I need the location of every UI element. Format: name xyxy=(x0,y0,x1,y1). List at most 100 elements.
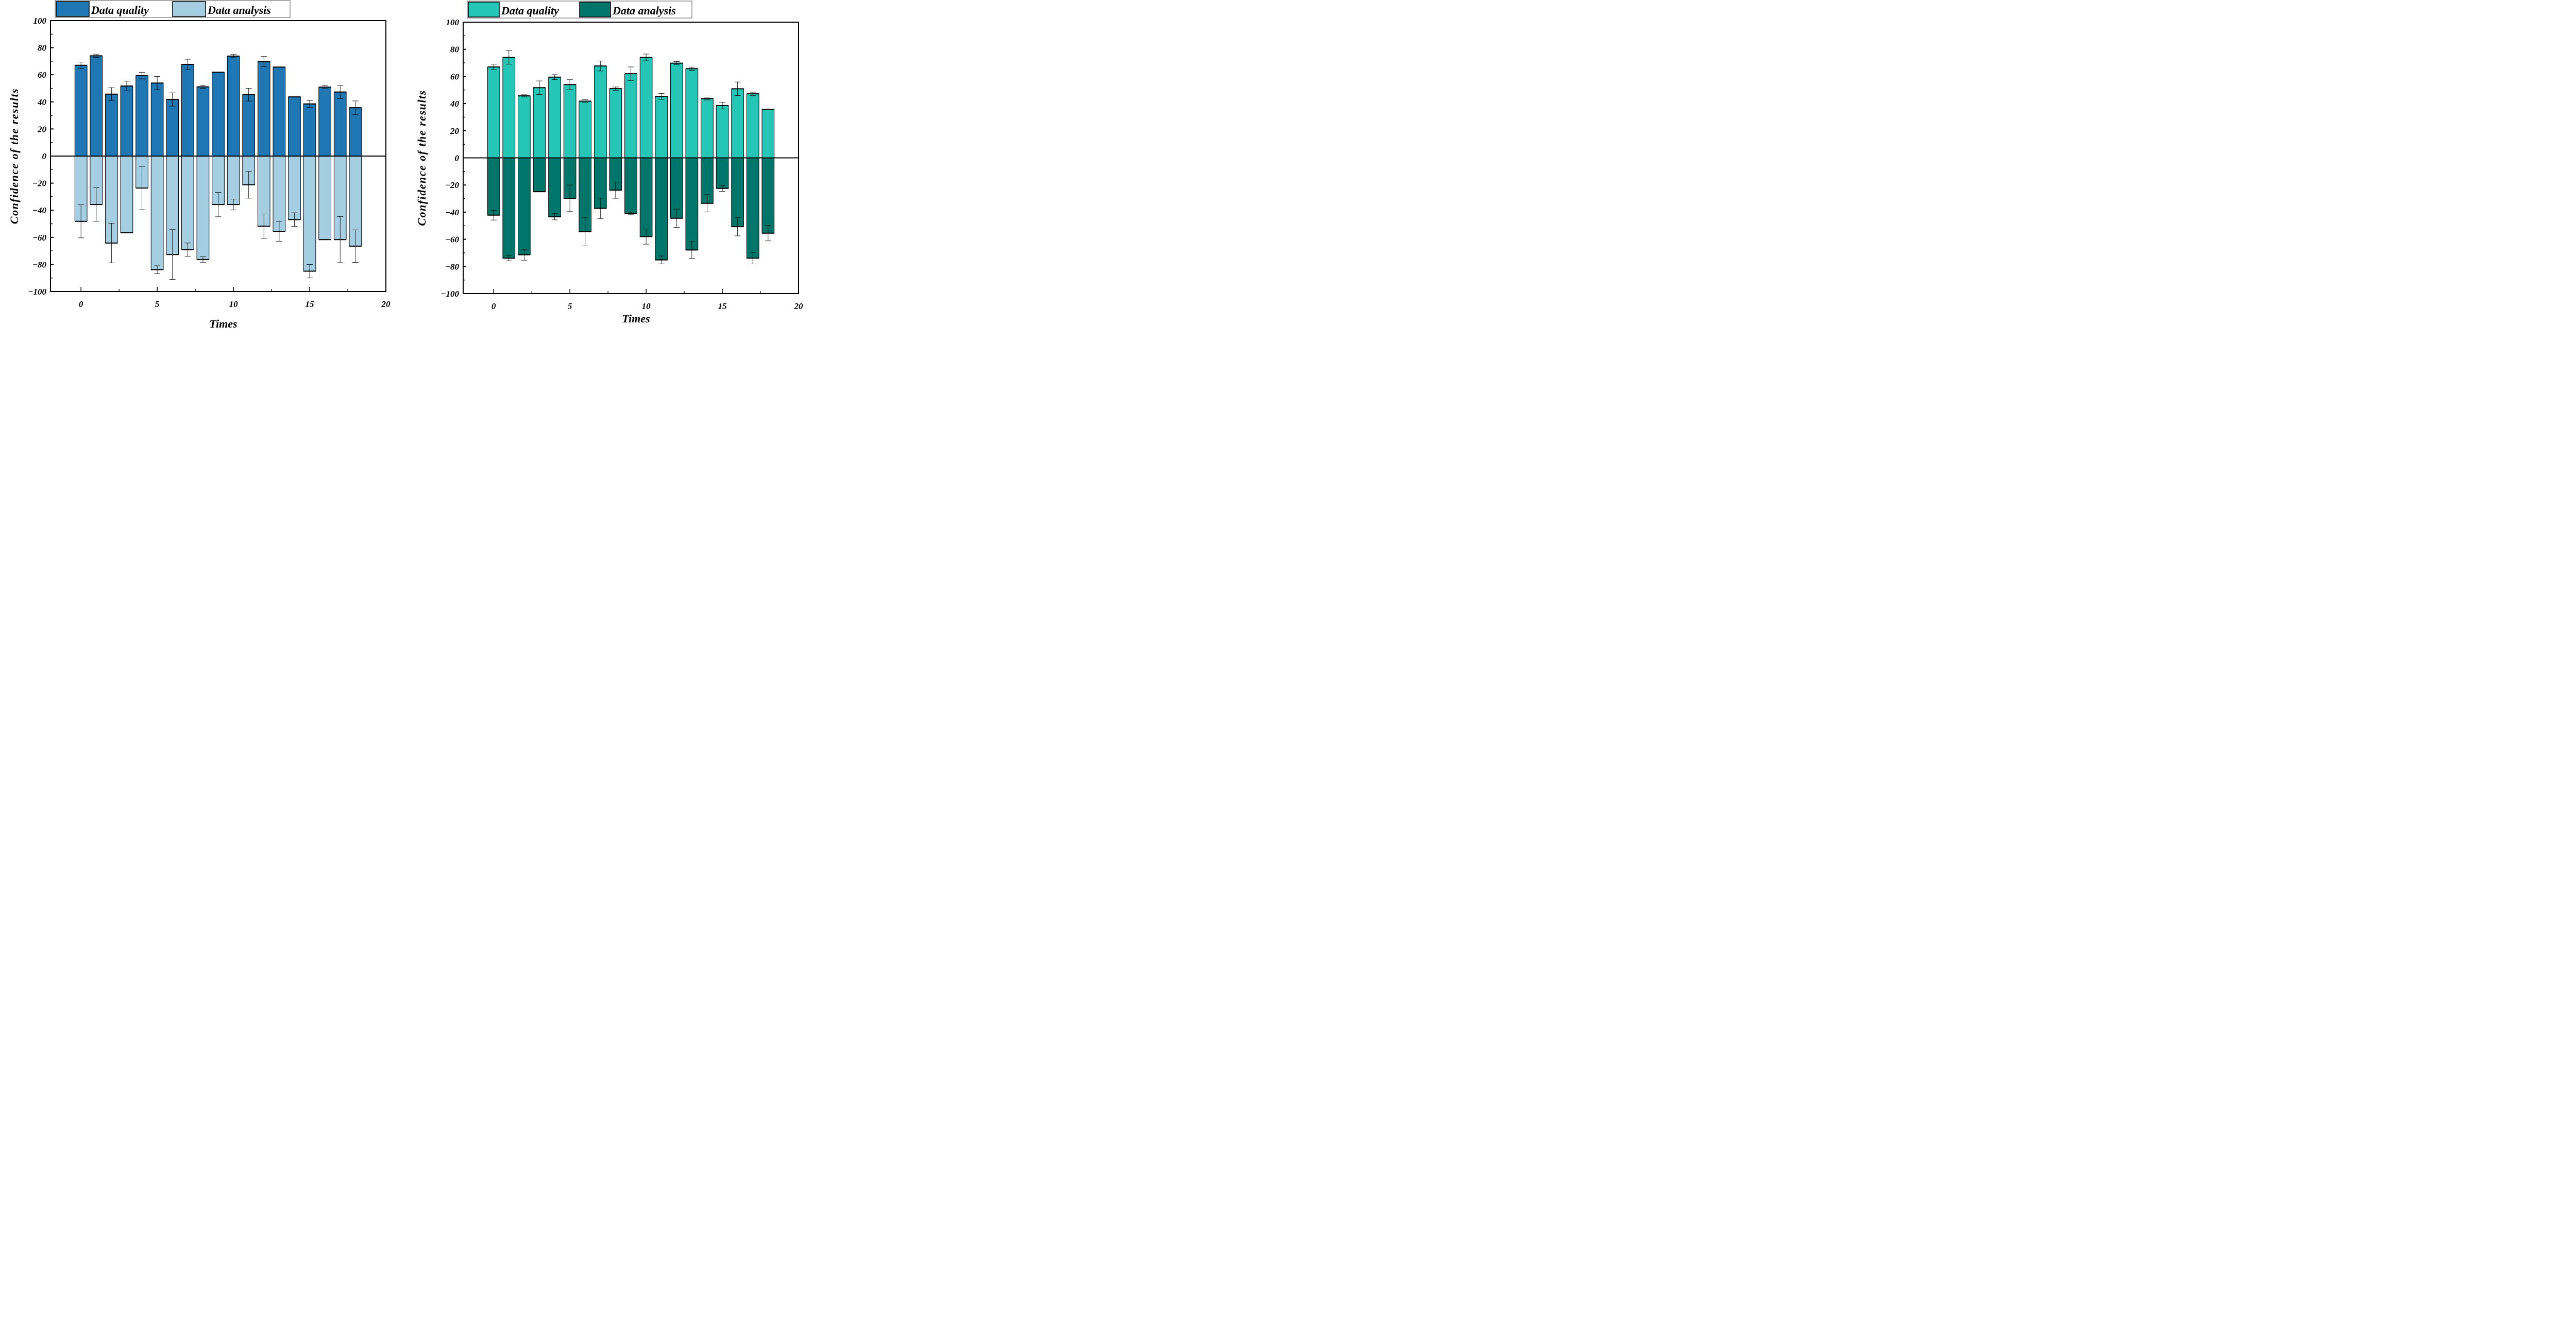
bar-data-analysis xyxy=(303,156,316,272)
x-tick-label: 0 xyxy=(79,299,83,309)
bar-data-quality xyxy=(518,95,531,159)
bar-data-analysis xyxy=(288,156,301,220)
y-tick-label: 80 xyxy=(38,43,47,53)
bar-data-analysis xyxy=(548,158,561,217)
bar-data-analysis xyxy=(273,156,286,232)
bar-data-quality xyxy=(639,57,653,159)
legend-swatch xyxy=(172,1,206,17)
y-tick-label: 0 xyxy=(455,153,460,163)
bar-data-quality xyxy=(685,68,699,158)
bar-data-quality xyxy=(731,88,744,158)
y-tick-label: 20 xyxy=(37,124,47,134)
legend-swatch xyxy=(468,2,500,18)
y-tick-label: −80 xyxy=(445,262,460,271)
x-axis-label: Times xyxy=(622,312,650,325)
bar-data-quality xyxy=(257,61,270,157)
bar-data-analysis xyxy=(487,158,500,216)
x-tick-label: 5 xyxy=(568,301,572,311)
y-tick-label: 20 xyxy=(450,126,460,136)
bar-data-analysis xyxy=(731,158,744,227)
x-axis-label: Times xyxy=(209,317,237,330)
bar-data-quality xyxy=(74,65,88,157)
bar-data-quality xyxy=(579,100,592,158)
y-tick-label: −60 xyxy=(32,233,47,243)
legend-label: Data analysis xyxy=(207,4,271,16)
y-tick-label: −100 xyxy=(28,287,46,297)
x-tick-label: 10 xyxy=(229,299,239,309)
bar-data-quality xyxy=(716,105,729,159)
bar-data-quality xyxy=(487,66,500,158)
bar-data-quality xyxy=(242,94,256,157)
bar-data-quality xyxy=(227,56,240,157)
bar-data-quality xyxy=(181,64,194,157)
right-bar-chart: −100 −80 −60 −40 −20 0 20 40 60 80 100 0 5 10 15 20 Time… xyxy=(415,1,804,325)
bar-data-analysis xyxy=(716,158,729,189)
x-tick-label: 15 xyxy=(306,299,315,309)
bar-data-quality xyxy=(761,109,775,158)
bar-data-quality xyxy=(746,93,759,159)
bar-data-quality xyxy=(196,87,210,157)
y-tick-label: 40 xyxy=(37,97,47,107)
bar-data-quality xyxy=(670,63,683,159)
y-tick-label: −40 xyxy=(445,208,460,217)
bar-data-quality xyxy=(502,57,516,159)
bar-data-quality xyxy=(318,87,331,157)
x-tick-label: 5 xyxy=(155,299,160,309)
bar-data-analysis xyxy=(746,158,759,259)
y-tick-label: −80 xyxy=(32,260,47,269)
y-tick-label: 60 xyxy=(38,70,47,80)
bar-data-quality xyxy=(166,99,179,157)
x-tick-label: 20 xyxy=(381,299,391,309)
bar-data-analysis xyxy=(227,156,240,205)
bar-data-quality xyxy=(150,82,164,157)
y-axis-label: Confidence of the results xyxy=(8,88,21,224)
x-tick-label: 10 xyxy=(642,301,651,311)
bar-data-analysis xyxy=(150,156,164,270)
y-axis-label: Confidence of the results xyxy=(415,90,428,226)
x-tick-label: 20 xyxy=(794,301,804,311)
bar-data-analysis xyxy=(502,158,516,259)
x-tick-label: 0 xyxy=(492,301,496,311)
left-bar-chart: −100 −80 −60 −40 −20 0 20 40 60 80 100 0 5 10 15 20 Time… xyxy=(8,0,391,330)
legend-label: Data analysis xyxy=(612,4,676,17)
bar-data-quality xyxy=(105,94,118,157)
bar-data-analysis xyxy=(196,156,210,260)
y-tick-label: 100 xyxy=(446,18,460,27)
y-tick-label: 0 xyxy=(42,151,47,161)
y-tick-label: 80 xyxy=(450,45,460,55)
bar-data-analysis xyxy=(624,158,637,214)
bar-data-analysis xyxy=(655,158,668,261)
bar-data-quality xyxy=(594,65,607,158)
legend-label: Data quality xyxy=(91,4,149,16)
bar-data-analysis xyxy=(318,156,331,240)
bar-data-quality xyxy=(349,107,362,157)
bar-data-quality xyxy=(548,77,561,158)
bar-data-analysis xyxy=(533,158,546,192)
legend-swatch xyxy=(56,1,90,17)
bar-data-analysis xyxy=(761,158,775,234)
y-tick-label: −60 xyxy=(445,235,460,245)
y-tick-label: −20 xyxy=(445,180,460,190)
x-tick-label: 15 xyxy=(718,301,727,311)
bar-data-quality xyxy=(212,72,225,157)
bar-data-quality xyxy=(135,75,148,157)
y-tick-label: 60 xyxy=(450,72,460,81)
bar-data-analysis xyxy=(181,156,194,250)
bar-data-quality xyxy=(609,88,622,158)
bar-data-analysis xyxy=(685,158,699,250)
bar-data-analysis xyxy=(120,156,133,233)
bar-data-quality xyxy=(563,84,577,158)
bar-data-quality xyxy=(273,66,286,157)
y-tick-label: −20 xyxy=(32,179,47,189)
bar-data-quality xyxy=(90,55,103,157)
bar-data-quality xyxy=(333,92,347,157)
legend-swatch xyxy=(579,2,611,18)
left-chart-panel: −100 −80 −60 −40 −20 0 20 40 60 80 100 0 5 10 15 20 Time… xyxy=(0,0,404,331)
bar-data-analysis xyxy=(639,158,653,237)
legend-label: Data quality xyxy=(501,4,559,17)
bar-data-quality xyxy=(288,96,301,157)
y-tick-label: −100 xyxy=(440,289,459,299)
bar-data-quality xyxy=(624,73,637,158)
bar-data-quality xyxy=(701,98,714,158)
y-tick-label: 100 xyxy=(33,16,47,26)
